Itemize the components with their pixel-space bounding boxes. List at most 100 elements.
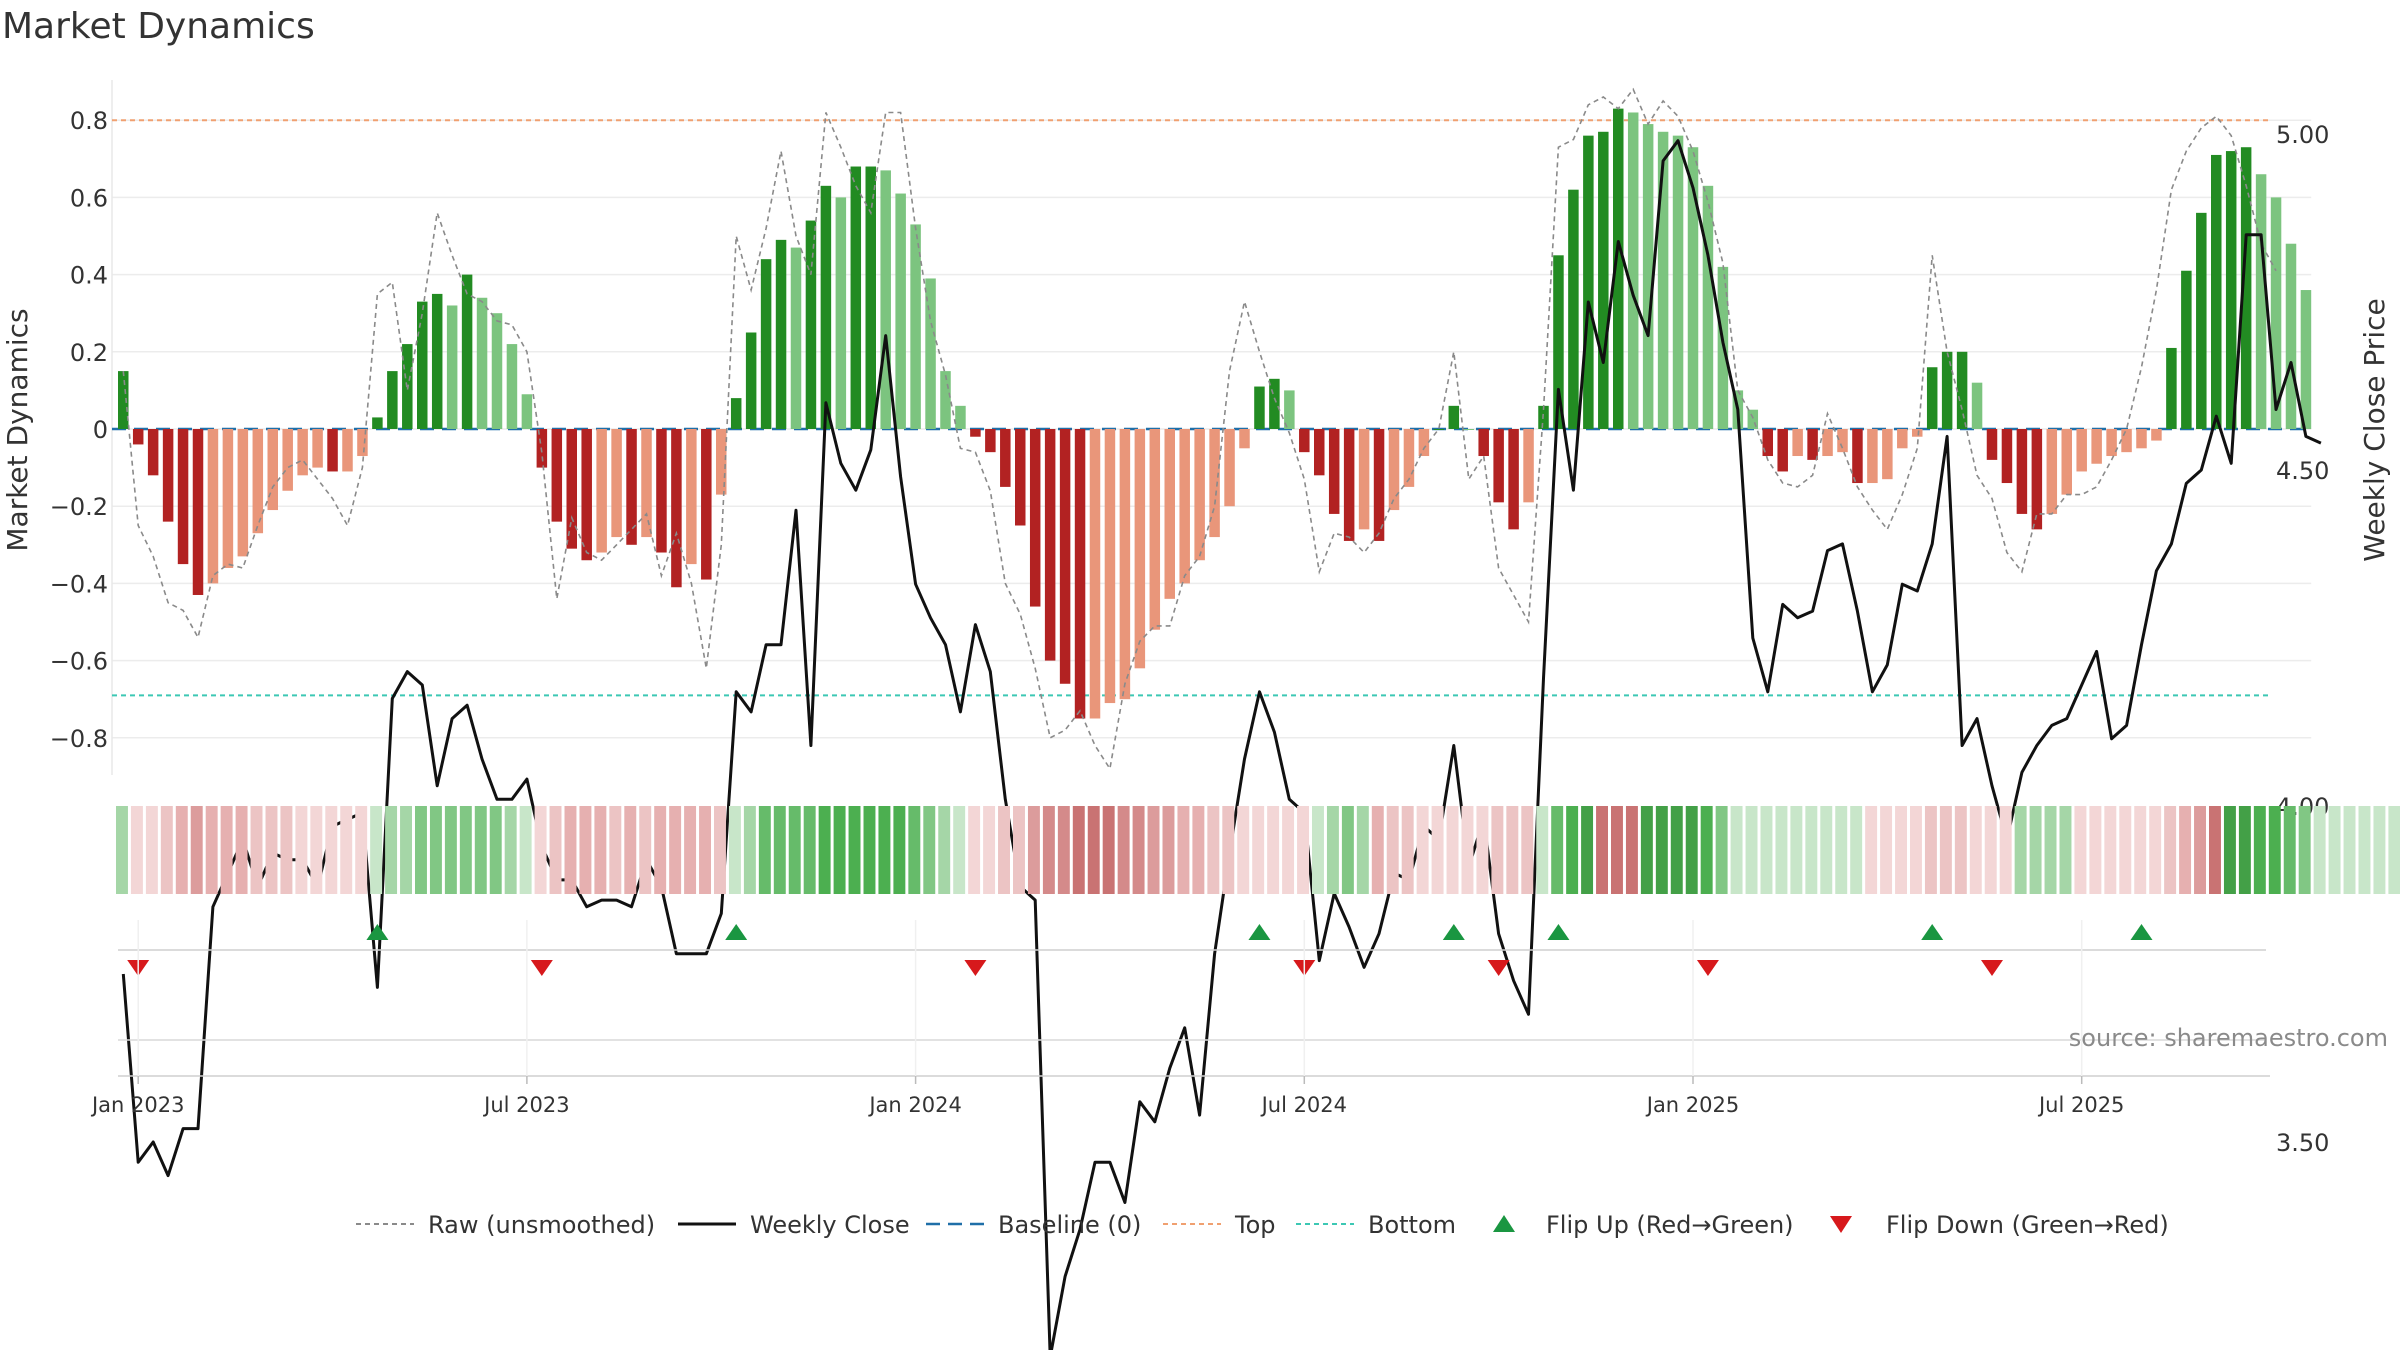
bar [1179,429,1190,584]
regime-cell [1924,806,1937,894]
regime-cell [1790,806,1803,894]
flip-up-marker [725,924,748,940]
regime-cell [1805,806,1818,894]
flip-up-marker [1921,924,1944,940]
bar [656,429,667,553]
regime-cell [564,806,577,894]
bar [312,429,323,468]
x-tick-label: Jan 2025 [1645,1093,1740,1117]
close-series [121,139,2322,1350]
regime-cell [1087,806,1100,894]
regime-cell [160,806,173,894]
bar [1373,429,1385,541]
regime-cell [459,806,472,894]
regime-cell [669,806,682,894]
bar [1568,189,1579,429]
bar [760,259,772,429]
y-tick-label: −0.4 [50,570,108,598]
bar [417,301,428,429]
bar [207,429,219,584]
x-tick-label: Jul 2025 [2037,1093,2124,1117]
regime-cell [1326,806,1339,894]
bar [222,429,234,568]
legend-label: Weekly Close [750,1211,910,1239]
y-tick-label: −0.8 [50,725,108,753]
bar [880,170,891,429]
regime-cell [1461,806,1474,894]
bar [237,429,249,557]
regime-cell [1297,806,1309,894]
regime-cell [1177,806,1190,894]
bar [2225,151,2237,429]
x-tick-label: Jul 2023 [482,1093,569,1117]
bar [910,224,921,429]
regime-cell [2029,806,2042,894]
y-axis-right: 5.004.504.003.50 [2276,121,2329,1157]
regime-cell [1820,806,1833,894]
bar [1837,429,1848,453]
bar [730,398,742,429]
bar [790,247,802,429]
x-tick-label: Jan 2023 [90,1093,185,1117]
regime-cell [1147,806,1160,894]
bar [2166,347,2177,429]
bars [118,108,2312,719]
bar [835,197,847,429]
x-tick-label: Jan 2024 [867,1093,962,1117]
bar [297,429,308,476]
regime-cell [1596,806,1608,894]
bar [387,371,398,429]
regime-cell [938,806,951,894]
regime-cell [893,806,906,894]
regime-cell [1013,806,1025,894]
y-tick-label: 0.4 [70,262,108,290]
bar [775,239,787,429]
regime-cell [908,806,921,894]
regime-cell [1416,806,1429,894]
regime-cell [2283,806,2296,894]
bar [925,278,936,429]
regime-cell [1984,806,1997,894]
bar [2136,429,2147,449]
legend-label: Flip Down (Green→Red) [1886,1211,2169,1239]
legend-swatch-flip-up [1493,1215,1515,1232]
bar [641,429,652,538]
regime-cell [220,806,233,894]
bar [1598,131,1609,429]
bar [147,429,159,476]
legend-label: Flip Up (Red→Green) [1546,1211,1794,1239]
flip-up-marker [366,924,389,940]
bar [1792,429,1803,457]
regime-cell [519,806,532,894]
bar [1299,429,1310,453]
y-tick-label: 0.2 [70,339,108,367]
bar [1059,429,1071,684]
regime-cell [803,806,816,894]
bar [1433,429,1445,430]
regime-cell [968,806,981,894]
regime-cell [833,806,846,894]
regime-cell [2164,806,2177,894]
regime-cell [549,806,562,894]
bar [1553,255,1564,429]
regime-cell [2298,806,2311,894]
regime-cell [594,806,607,894]
flip-up-marker [1547,924,1570,940]
bar [446,305,458,429]
bar [2285,243,2297,429]
flip-up-marker [2130,924,2153,940]
bar [2121,429,2132,453]
bar [2031,429,2043,530]
regime-cell [2104,806,2117,894]
bar [1194,429,1205,561]
bar [1852,429,1863,484]
bar [1777,429,1788,472]
bar [2255,174,2267,429]
regime-cell [265,806,278,894]
bar [1029,429,1041,607]
bar [581,429,592,561]
regime-cell [2134,806,2147,894]
regime-cell [923,806,936,894]
regime-cell [1536,806,1549,894]
regime-cell [1312,806,1324,894]
